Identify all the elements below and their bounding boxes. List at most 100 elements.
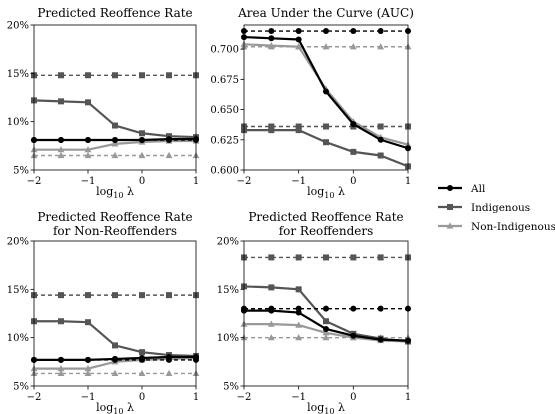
baseline-point	[323, 28, 329, 35]
data-point	[268, 35, 275, 42]
data-point	[350, 148, 357, 155]
x-tick-label: 1	[193, 176, 199, 187]
y-tick-label: 5%	[223, 382, 239, 393]
baseline-point	[57, 151, 65, 159]
data-point	[139, 354, 145, 361]
chart-panel-2: Area Under the Curve (AUC) −2 −1 0 1 0.600 0.6…	[210, 6, 414, 200]
x-tick-label: 1	[193, 392, 199, 403]
axes-frame	[243, 24, 409, 171]
baseline-point	[166, 292, 172, 299]
baseline-point	[111, 369, 119, 377]
y-tick-label: 15%	[217, 285, 239, 296]
legend: All Indigenous Non-Indigenous	[438, 183, 555, 233]
legend-entry-non-indigenous: Non-Indigenous	[438, 221, 555, 233]
data-point	[323, 325, 329, 332]
baseline-point	[268, 123, 275, 130]
legend-marker	[447, 204, 453, 210]
x-tick-label: 1	[405, 176, 411, 187]
data-point	[295, 321, 303, 328]
x-tick-label: 0	[350, 176, 356, 187]
y-tick-label: 15%	[7, 285, 29, 296]
x-tick-label: 0	[350, 392, 356, 403]
chart-subtitle: for Non-Reoffenders	[53, 224, 177, 238]
legend-entry-indigenous: Indigenous	[438, 202, 530, 214]
data-point	[268, 127, 275, 134]
data-point	[85, 99, 91, 106]
data-point	[322, 329, 330, 336]
baseline-point	[112, 292, 118, 299]
x-tick-label: 1	[405, 392, 411, 403]
data-point	[295, 36, 302, 43]
data-point	[58, 137, 64, 144]
data-point	[323, 318, 329, 325]
baseline-point	[139, 292, 145, 299]
series-line	[33, 99, 197, 139]
baseline-point	[295, 28, 302, 35]
baseline-point	[323, 254, 329, 261]
data-point	[267, 320, 275, 327]
series-all	[241, 305, 411, 344]
legend-marker	[447, 185, 453, 191]
baseline-point	[58, 72, 64, 79]
baseline-point	[112, 72, 118, 79]
x-tick-label: −2	[237, 392, 252, 403]
y-tick-label: 10%	[7, 117, 29, 128]
baseline-point	[166, 72, 172, 79]
data-point	[112, 355, 118, 362]
data-point	[57, 365, 65, 372]
baseline-point	[84, 151, 92, 159]
data-point	[268, 307, 275, 314]
legend-marker	[446, 222, 454, 229]
data-point	[139, 130, 145, 137]
data-point	[112, 137, 118, 144]
y-tick-label: 0.625	[210, 135, 239, 146]
data-point	[295, 309, 302, 316]
y-tick-label: 20%	[217, 237, 239, 248]
data-point	[295, 127, 302, 134]
legend-entry-all: All	[438, 183, 486, 195]
chart-title: Predicted Reoffence Rate	[37, 6, 192, 20]
series-all	[241, 28, 411, 152]
baseline-point	[322, 334, 330, 341]
y-tick-label: 15%	[7, 69, 29, 80]
y-tick-label: 0.600	[210, 166, 239, 177]
chart-title: Area Under the Curve (AUC)	[237, 6, 414, 20]
data-point	[85, 319, 91, 326]
baseline-point	[58, 292, 64, 299]
legend-label: All	[470, 183, 486, 195]
series-line	[34, 320, 197, 358]
data-point	[112, 342, 118, 349]
y-tick-label: 5%	[13, 382, 29, 393]
baseline-point	[322, 43, 330, 50]
baseline-point	[267, 334, 275, 341]
baseline-point	[165, 151, 173, 159]
data-point	[84, 146, 92, 153]
y-tick-label: 5%	[13, 166, 29, 177]
y-tick-label: 0.675	[210, 75, 239, 86]
data-point	[377, 152, 384, 159]
legend-label: Indigenous	[471, 202, 530, 214]
data-point	[350, 332, 357, 339]
baseline-point	[268, 254, 275, 261]
chart-panel-1: Predicted Reoffence Rate−2 −1 0 15%10%15%20…	[7, 6, 200, 200]
baseline-point	[377, 43, 385, 50]
data-point	[166, 354, 172, 360]
baseline-point	[350, 28, 357, 35]
y-tick-label: 20%	[7, 237, 29, 248]
baseline-point	[165, 369, 173, 377]
data-point	[58, 356, 64, 363]
chart-title: Predicted Reoffence Rate	[37, 210, 192, 224]
x-tick-label: −2	[27, 392, 42, 403]
baseline-point	[377, 305, 384, 312]
baseline-point	[84, 369, 92, 377]
data-point	[57, 146, 65, 153]
data-point	[268, 284, 275, 291]
baseline-point	[85, 72, 91, 79]
legend-label: Non-Indigenous	[471, 221, 555, 233]
y-tick-label: 0.650	[210, 105, 239, 116]
x-tick-label: −1	[291, 392, 306, 403]
data-point	[85, 356, 91, 363]
axes-frame	[33, 24, 197, 171]
